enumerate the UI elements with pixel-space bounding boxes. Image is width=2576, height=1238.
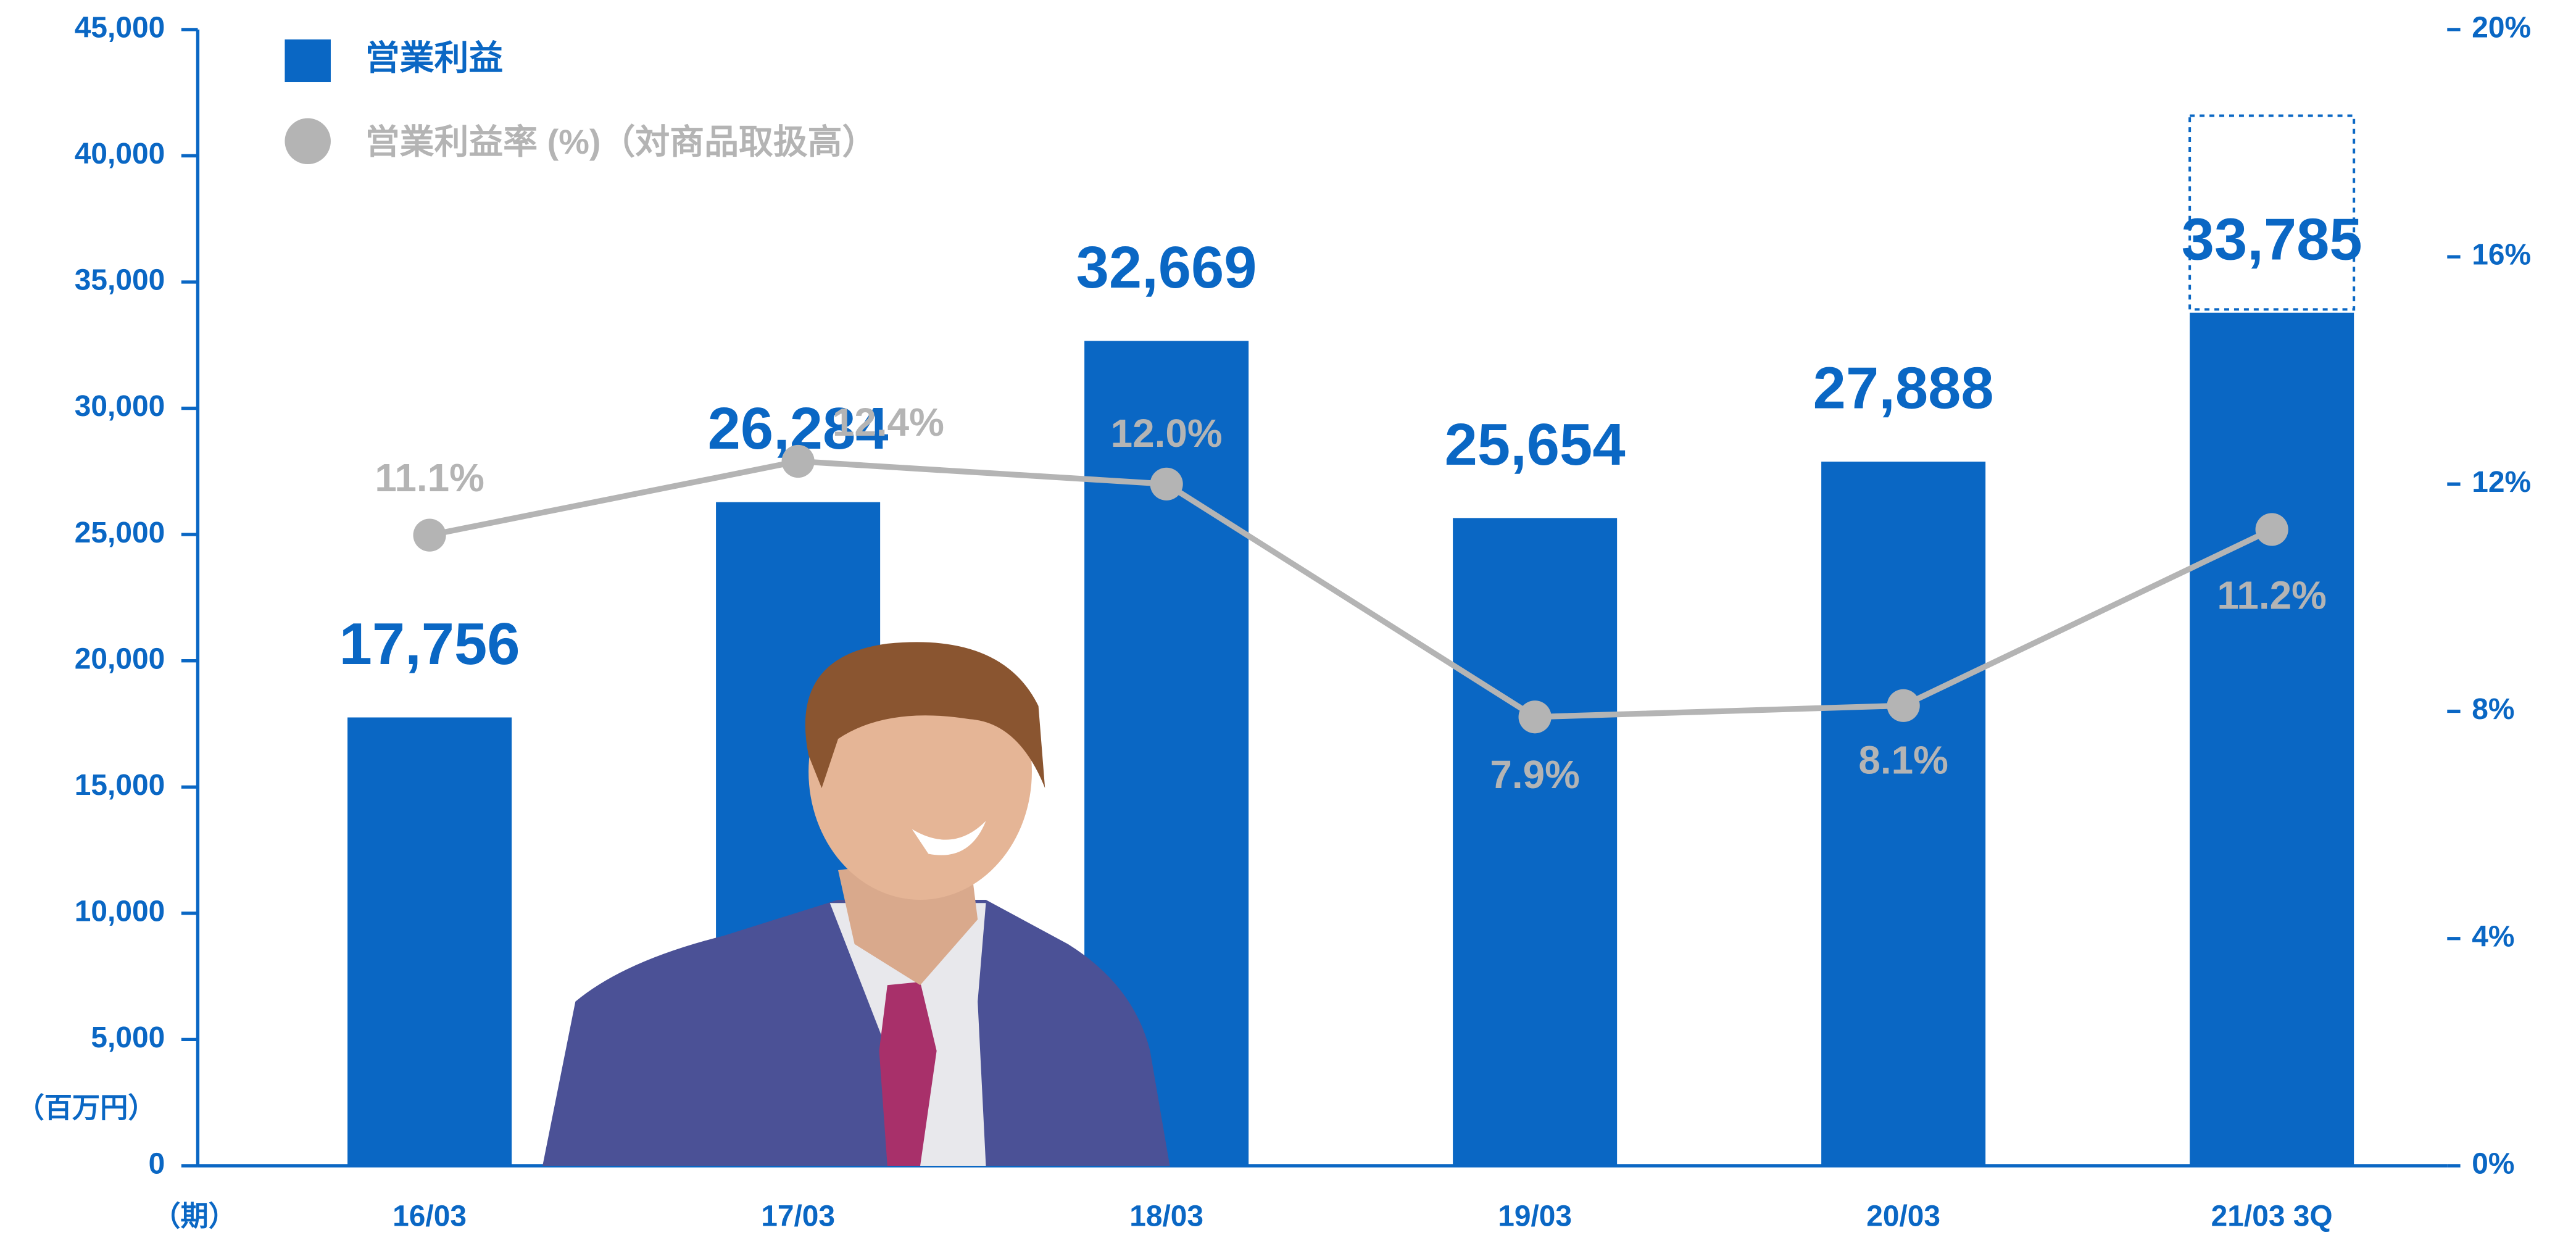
legend-swatch <box>285 118 331 165</box>
line-value-label: 8.1% <box>1858 737 1948 782</box>
x-axis-label: （期） <box>152 1200 236 1232</box>
line-point <box>1518 700 1552 734</box>
line-point <box>781 444 815 478</box>
line <box>429 458 2274 720</box>
y-tick-label: 40,000 <box>75 138 165 170</box>
y-tick-label: 15,000 <box>75 769 165 802</box>
y-tick-label: 0 <box>149 1148 165 1181</box>
bar-value-label: 32,669 <box>1076 235 1257 301</box>
y-tick-label: 10,000 <box>75 895 165 928</box>
y2-tick-label: 12% <box>2472 466 2531 499</box>
x-tick-label: 21/03 3Q <box>2211 1200 2333 1233</box>
legend-label: 営業利益 <box>365 38 503 77</box>
legend-swatch <box>285 39 331 83</box>
y2-tick-label: 4% <box>2472 920 2514 953</box>
bar <box>1453 518 1618 1166</box>
line-value-label: 11.2% <box>2217 573 2327 618</box>
bar-value-label: 33,785 <box>2182 206 2362 272</box>
bar <box>347 717 512 1166</box>
line-point <box>1150 467 1183 501</box>
bar <box>2190 312 2354 1166</box>
x-tick-label: 19/03 <box>1498 1200 1572 1233</box>
bar <box>1821 461 1986 1166</box>
line-value-label: 12.0% <box>1111 411 1223 455</box>
highlight-box <box>2188 114 2356 311</box>
bar-value-label: 25,654 <box>1445 412 1626 478</box>
bar-value-label: 17,756 <box>339 611 520 677</box>
line-value-label: 7.9% <box>1490 752 1580 797</box>
x-tick-label: 20/03 <box>1866 1200 1940 1233</box>
y2-tick-label: 0% <box>2472 1148 2514 1181</box>
line-value-label: 12.4% <box>833 400 944 444</box>
y-tick-label: 30,000 <box>75 390 165 423</box>
legend-label: 営業利益率 (%)（対商品取扱高） <box>365 122 877 161</box>
y-tick-label: 20,000 <box>75 642 165 675</box>
line-point <box>2255 513 2288 546</box>
x-tick-label: 18/03 <box>1129 1200 1203 1233</box>
y-axis-label: （百万円） <box>16 1092 156 1123</box>
y-tick-label: 35,000 <box>75 264 165 297</box>
illustration <box>542 642 1170 1166</box>
x-tick-label: 16/03 <box>393 1200 467 1233</box>
y-tick-label: 45,000 <box>75 12 165 44</box>
y2-tick-label: 8% <box>2472 693 2514 726</box>
y2-tick-label: 16% <box>2472 239 2531 272</box>
line-point <box>413 518 446 552</box>
line-point <box>1887 689 1920 722</box>
x-tick-label: 17/03 <box>761 1200 835 1233</box>
line-value-label: 11.1% <box>375 455 484 500</box>
y-tick-label: 5,000 <box>91 1021 165 1054</box>
y2-tick-label: 20% <box>2472 12 2531 44</box>
bar-value-label: 27,888 <box>1813 355 1994 422</box>
y-tick-label: 25,000 <box>75 517 165 549</box>
